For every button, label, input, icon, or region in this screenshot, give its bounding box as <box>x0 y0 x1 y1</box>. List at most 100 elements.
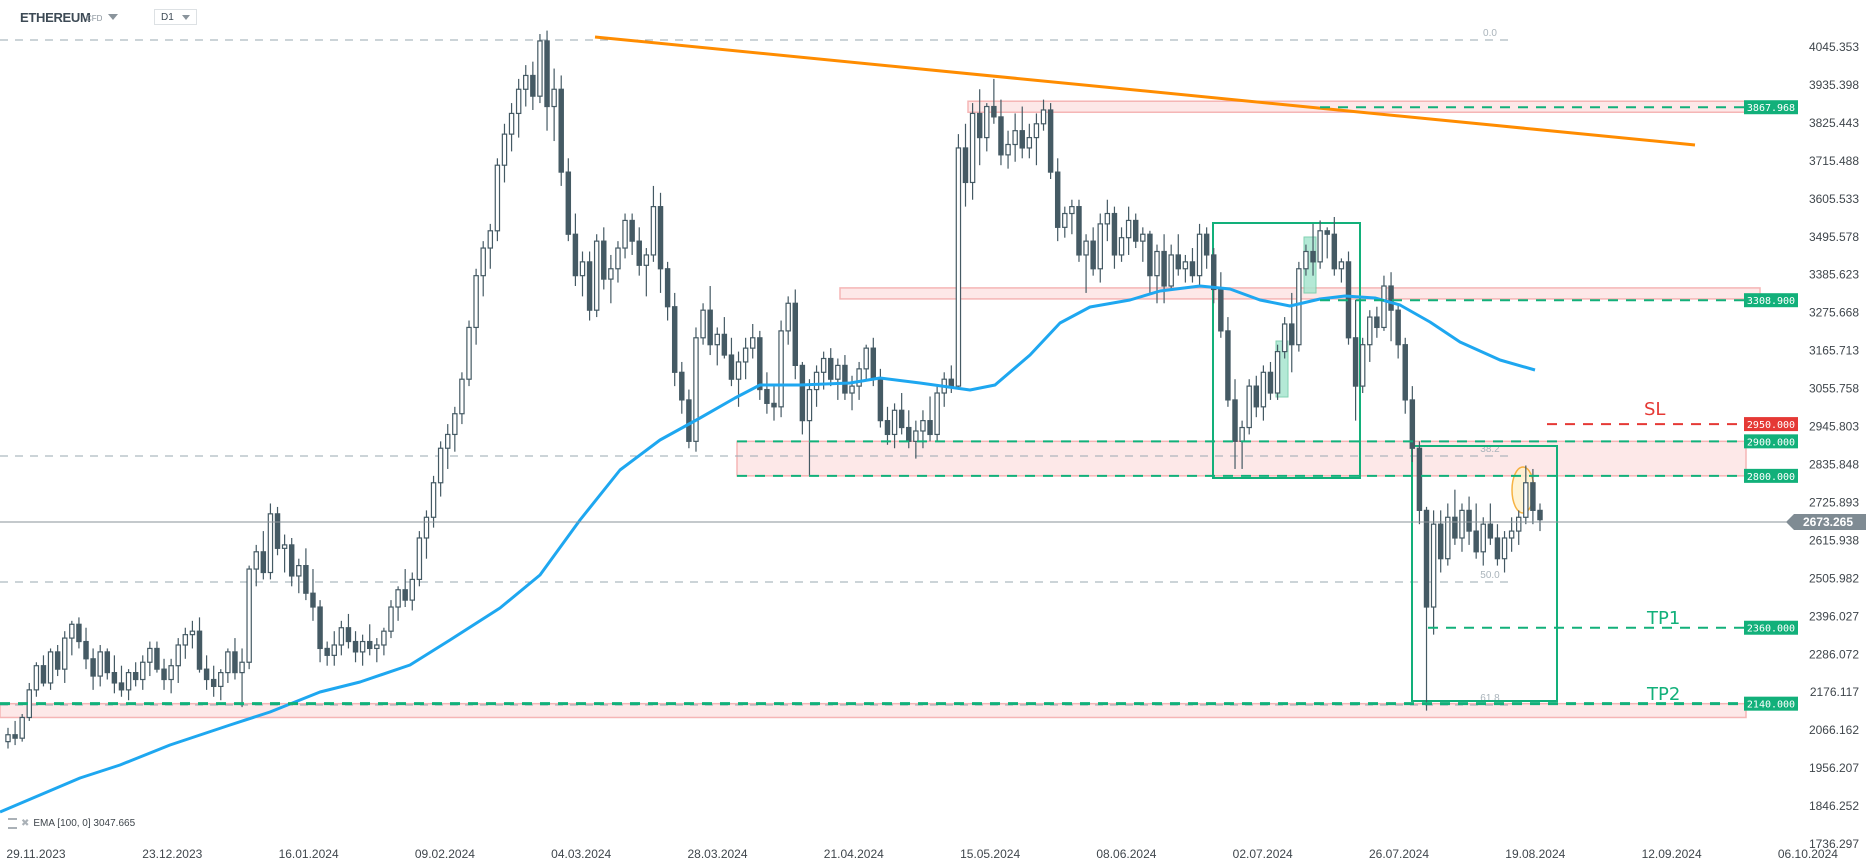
candle-up <box>430 482 437 518</box>
candle-up <box>331 644 337 656</box>
y-tick-label: 3715.488 <box>1809 154 1859 168</box>
candle-down <box>317 606 323 650</box>
candle-up <box>359 640 366 653</box>
candle-up <box>1062 212 1068 228</box>
candle-up <box>508 112 515 135</box>
candle-down <box>792 302 799 367</box>
symbol-dropdown-chevron-icon[interactable] <box>108 14 118 20</box>
candle-up <box>473 275 479 329</box>
candle-down <box>757 337 763 391</box>
candle-down <box>1473 530 1479 553</box>
candle-down <box>1324 230 1330 235</box>
candle-down <box>1054 171 1061 228</box>
candle-down <box>991 105 997 118</box>
candle-down <box>1147 233 1153 277</box>
candle-down <box>1487 523 1494 539</box>
candle-up <box>1040 109 1047 125</box>
price-tag-stop-loss <box>1744 417 1798 432</box>
candle-down <box>1402 344 1408 401</box>
annotations: SL TP1 TP2 <box>1644 399 1680 705</box>
y-tick-label: 2615.938 <box>1809 533 1859 547</box>
price-tag-label: 2950.000 <box>1747 420 1795 431</box>
y-tick-label: 3275.668 <box>1809 306 1859 320</box>
y-tick-label: 3825.443 <box>1809 116 1859 130</box>
candle-up <box>1069 206 1075 215</box>
y-axis[interactable]: 4045.353 3935.398 3825.443 3715.488 3605.533… <box>1809 40 1859 851</box>
x-tick-label: 02.07.2024 <box>1233 847 1293 861</box>
candle-down <box>828 357 834 380</box>
candle-up <box>593 240 600 311</box>
candle-up <box>189 630 196 636</box>
candle-up <box>1005 143 1011 156</box>
x-tick-label: 29.11.2023 <box>6 847 65 861</box>
settings-icon[interactable] <box>8 818 17 829</box>
candle-up <box>501 133 508 166</box>
candle-up <box>863 347 869 370</box>
candle-up <box>395 589 401 608</box>
candle-up <box>466 326 472 380</box>
price-tag-label: 2800.000 <box>1747 472 1795 483</box>
price-tag-zone-bottom <box>1744 468 1798 483</box>
x-tick-label: 21.04.2024 <box>824 847 884 861</box>
candle-down <box>132 672 139 681</box>
candle-down <box>1253 385 1260 408</box>
y-tick-label: 2945.803 <box>1809 420 1859 434</box>
candle-up <box>296 565 302 577</box>
candle-up <box>1026 136 1033 149</box>
candle-up <box>785 302 791 332</box>
candle-up <box>913 430 919 442</box>
candle-down <box>1289 323 1295 346</box>
price-tag-resistance-3867 <box>1744 100 1798 115</box>
candle-up <box>97 651 103 677</box>
candle-up <box>537 40 543 97</box>
candle-up <box>281 544 288 549</box>
annotation-sl: SL <box>1644 399 1665 420</box>
candle-down <box>1211 254 1217 291</box>
x-tick-label: 09.02.2024 <box>415 847 475 861</box>
candle-up <box>182 634 189 646</box>
y-tick-label: 3605.533 <box>1809 192 1859 206</box>
candle-up <box>714 333 720 346</box>
candle-up <box>934 392 940 436</box>
candle-up <box>1083 240 1089 256</box>
candle-up <box>480 247 486 277</box>
candle-up <box>1118 237 1125 256</box>
candle-down <box>196 630 203 670</box>
candle-down <box>1047 109 1054 173</box>
trendline[interactable] <box>594 35 1696 147</box>
candle-up <box>253 551 259 570</box>
candle-up <box>246 568 252 663</box>
candle-up <box>381 630 387 646</box>
symbol-name[interactable]: ETHEREUM <box>20 10 91 25</box>
candle-up <box>984 105 990 139</box>
indicator-legend: ✖ EMA [100, 0] 3047.665 <box>8 818 135 829</box>
price-tag-take-profit-2 <box>1744 696 1798 711</box>
timeframe-select[interactable]: D1 <box>154 9 197 25</box>
candle-down <box>1530 482 1536 511</box>
candle-down <box>976 112 983 139</box>
y-tick-label: 1956.207 <box>1809 761 1859 775</box>
candle-up <box>693 337 699 442</box>
candle-down <box>352 640 359 653</box>
y-tick-label: 2835.848 <box>1809 457 1859 471</box>
candle-down <box>870 347 877 380</box>
candle-up <box>742 347 749 363</box>
candle-up <box>459 378 465 415</box>
close-icon[interactable]: ✖ <box>21 818 30 830</box>
candle-down <box>558 88 564 173</box>
candle-down <box>906 426 912 442</box>
candle-up <box>749 337 756 349</box>
candle-down <box>898 409 905 429</box>
candle-down <box>303 565 309 594</box>
x-axis[interactable]: 29.11.2023 23.12.2023 16.01.2024 09.02.2024… <box>6 847 1838 861</box>
candle-down <box>40 665 47 684</box>
candle-down <box>203 668 210 681</box>
candle-up <box>813 371 820 391</box>
candle-up <box>523 74 529 90</box>
candle-up <box>1281 323 1288 353</box>
candle-up <box>5 734 11 743</box>
candle-up <box>1012 130 1018 146</box>
candle-down <box>927 420 933 436</box>
projection-box <box>1411 445 1558 702</box>
